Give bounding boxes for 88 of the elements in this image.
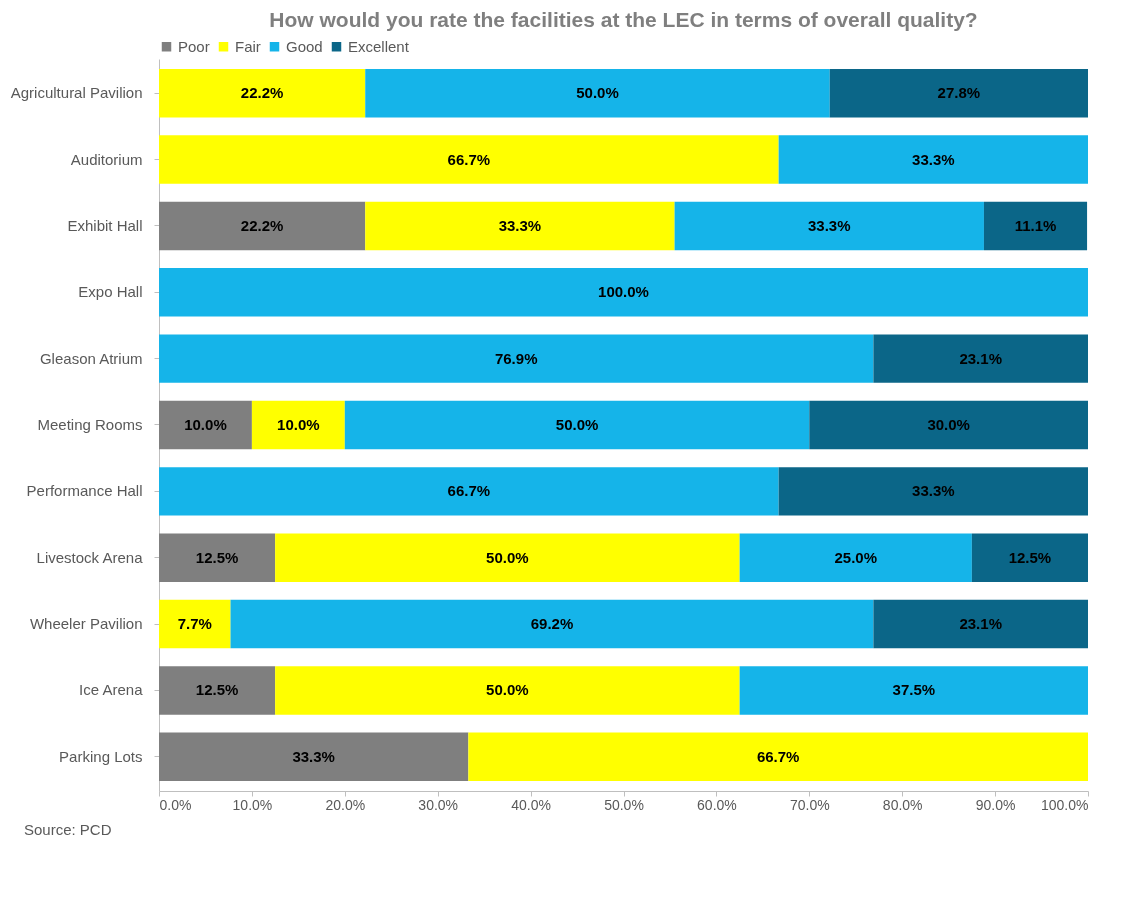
bar xyxy=(809,400,1088,450)
x-tick-label: 50.0% xyxy=(604,796,644,813)
bar xyxy=(829,68,1088,118)
data-label: 22.2% xyxy=(240,84,284,102)
bar xyxy=(674,201,984,251)
x-tick-label: 10.0% xyxy=(232,796,273,813)
data-label: 33.3% xyxy=(808,216,851,234)
bar xyxy=(739,533,972,582)
bar xyxy=(739,666,1088,715)
bar xyxy=(468,732,1088,782)
data-label: 11.1% xyxy=(1014,216,1057,234)
bar xyxy=(983,201,1088,251)
data-label: 7.7% xyxy=(177,615,212,633)
data-label: 100.0% xyxy=(598,283,649,301)
bar xyxy=(159,732,469,782)
y-tick-label: Exhibit Hall xyxy=(67,216,143,234)
x-tick-label: 40.0% xyxy=(511,796,551,813)
y-tick-label: Meeting Rooms xyxy=(37,416,143,433)
y-tick-label: Parking Lots xyxy=(59,747,143,765)
y-tick-label: Performance Hall xyxy=(26,482,143,500)
data-label: 69.2% xyxy=(530,615,574,633)
data-label: 12.5% xyxy=(195,548,239,566)
x-tick-label: 100.0% xyxy=(1041,796,1089,813)
bar xyxy=(365,68,830,118)
data-label: 50.0% xyxy=(555,416,599,433)
data-label: 33.3% xyxy=(292,747,335,765)
data-label: 10.0% xyxy=(184,416,227,433)
bar xyxy=(251,400,345,450)
bar xyxy=(275,666,740,715)
data-label: 30.0% xyxy=(927,416,970,433)
legend-label: Good xyxy=(286,37,323,55)
y-tick-label: Expo Hall xyxy=(78,283,143,301)
chart-title: How would you rate the facilities at the LEC in terms of overall quality? xyxy=(269,8,978,31)
bar xyxy=(159,334,874,383)
bar xyxy=(159,599,231,649)
x-tick-label: 90.0% xyxy=(975,796,1016,813)
data-label: 50.0% xyxy=(576,84,619,102)
bar xyxy=(365,201,675,251)
y-tick-label: Gleason Atrium xyxy=(39,349,143,367)
data-label: 66.7% xyxy=(756,747,800,765)
y-tick-label: Ice Arena xyxy=(79,681,144,699)
bar xyxy=(873,599,1088,649)
data-label: 50.0% xyxy=(486,548,529,566)
data-label: 12.5% xyxy=(1008,548,1052,566)
data-label: 22.2% xyxy=(240,216,284,234)
bar xyxy=(159,201,366,251)
bar xyxy=(344,400,810,450)
legend-label: Excellent xyxy=(348,37,410,55)
bar xyxy=(159,467,779,516)
bar xyxy=(159,666,276,715)
legend-label: Poor xyxy=(178,37,210,55)
data-label: 10.0% xyxy=(277,416,320,433)
x-tick-label: 60.0% xyxy=(697,796,737,813)
data-label: 27.8% xyxy=(937,84,981,102)
bar xyxy=(159,268,1088,317)
bar xyxy=(873,334,1088,383)
bar xyxy=(159,135,779,184)
bar xyxy=(159,68,366,118)
x-tick-label: 70.0% xyxy=(789,796,830,813)
x-tick-label: 30.0% xyxy=(418,796,459,813)
data-label: 50.0% xyxy=(486,681,529,699)
data-label: 33.3% xyxy=(912,150,955,168)
data-label: 33.3% xyxy=(912,482,955,500)
x-tick-label: 20.0% xyxy=(325,796,366,813)
bar xyxy=(778,135,1088,184)
x-tick-label: 0.0% xyxy=(159,796,192,813)
data-label: 66.7% xyxy=(447,150,491,168)
bar xyxy=(159,533,276,582)
x-tick-label: 80.0% xyxy=(882,796,923,813)
y-tick-label: Livestock Arena xyxy=(36,548,144,566)
data-label: 76.9% xyxy=(494,349,538,367)
data-label: 37.5% xyxy=(892,681,936,699)
source-note: Source: PCD xyxy=(24,821,113,838)
y-tick-label: Auditorium xyxy=(70,150,143,168)
y-tick-label: Wheeler Pavilion xyxy=(29,615,143,633)
bar xyxy=(230,599,874,649)
data-label: 25.0% xyxy=(834,548,878,566)
legend-label: Fair xyxy=(235,37,261,55)
data-label: 12.5% xyxy=(195,681,239,699)
data-label: 23.1% xyxy=(959,615,1002,633)
bar xyxy=(275,533,740,582)
bar xyxy=(159,400,252,450)
bar xyxy=(971,533,1088,582)
bar xyxy=(778,467,1088,516)
y-tick-label: Agricultural Pavilion xyxy=(10,84,143,102)
data-label: 33.3% xyxy=(498,216,542,234)
data-label: 23.1% xyxy=(959,349,1002,367)
data-label: 66.7% xyxy=(447,482,491,500)
